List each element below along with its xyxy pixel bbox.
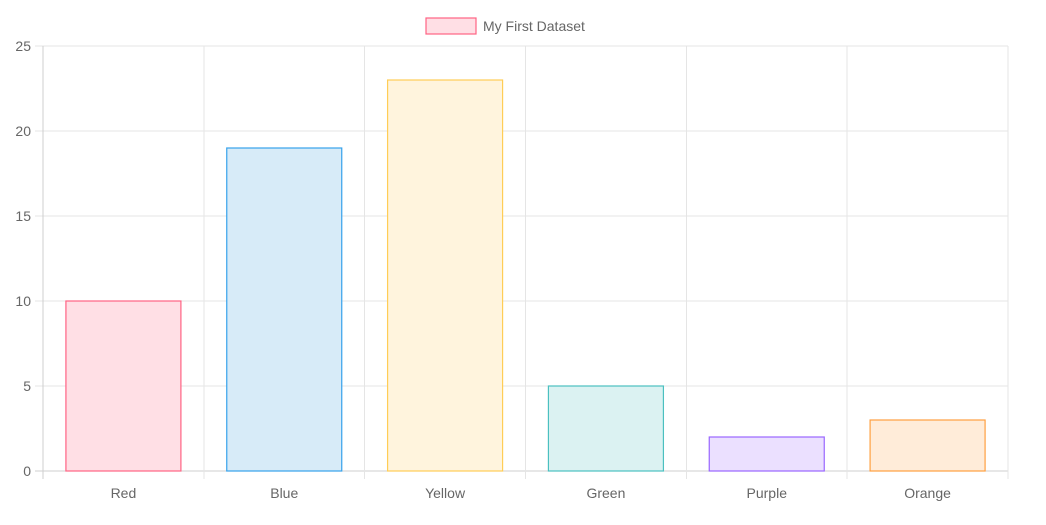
- axis-layer: 0 5 10 15 20 25 Red Blue Yellow Green Purple Orange: [15, 38, 951, 501]
- bar-purple: [708, 436, 825, 472]
- bar-blue: [226, 147, 343, 472]
- x-tick-label: Red: [111, 485, 137, 501]
- bar-red: [65, 300, 182, 472]
- x-tick-label: Green: [586, 485, 625, 501]
- y-tick-label: 10: [15, 293, 31, 309]
- grid-layer: [35, 45, 1009, 479]
- bar-orange: [869, 419, 986, 472]
- x-tick-label: Blue: [270, 485, 298, 501]
- bar-yellow: [386, 79, 504, 472]
- legend-label[interactable]: My First Dataset: [483, 18, 585, 34]
- y-tick-label: 25: [15, 38, 31, 54]
- y-tick-label: 0: [23, 463, 31, 479]
- x-tick-label: Purple: [747, 485, 788, 501]
- y-tick-label: 5: [23, 378, 31, 394]
- legend[interactable]: My First Dataset: [425, 17, 585, 35]
- bar-green: [547, 385, 665, 472]
- x-tick-label: Yellow: [425, 485, 466, 501]
- y-tick-label: 20: [15, 123, 31, 139]
- bars-layer: [65, 79, 986, 472]
- x-tick-label: Orange: [904, 485, 951, 501]
- y-tick-label: 15: [15, 208, 31, 224]
- legend-swatch[interactable]: [425, 17, 477, 35]
